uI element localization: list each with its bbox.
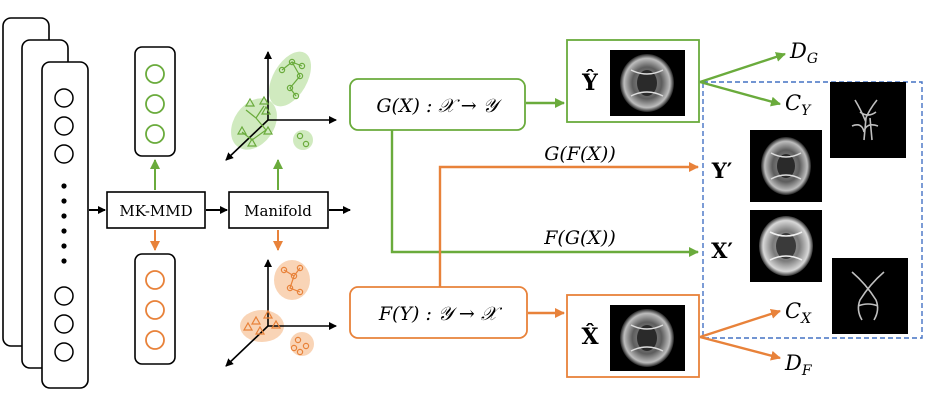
cycle-gfx-path bbox=[438, 162, 699, 287]
cycle-gfx-label: G(F(X)) bbox=[544, 143, 616, 165]
manifold-box bbox=[228, 191, 329, 229]
yhat-to-cy-arrow bbox=[699, 80, 781, 107]
vertical-ellipsis-icon bbox=[61, 183, 67, 264]
cycle-fgx-label: F(G(X)) bbox=[543, 227, 616, 249]
manifold-label: Manifold bbox=[244, 202, 312, 220]
cy-label: CY bbox=[785, 91, 812, 119]
xhat-to-df-arrow bbox=[699, 335, 781, 361]
brain-mri-icon bbox=[610, 50, 685, 116]
dg-label: DG bbox=[789, 39, 818, 67]
generator-f-box bbox=[349, 286, 528, 339]
brain-mri-icon bbox=[610, 305, 685, 371]
target-feature-column bbox=[134, 253, 176, 365]
df-label: DF bbox=[784, 351, 813, 379]
yhat-to-dg-arrow bbox=[699, 52, 786, 84]
encoder-stack bbox=[2, 17, 89, 389]
brain-mri-icon bbox=[750, 210, 822, 282]
brain-mri-icon bbox=[750, 130, 822, 202]
xhat-label: X̂ bbox=[581, 324, 599, 350]
yhat-label: Ŷ bbox=[581, 69, 598, 96]
source-manifold-plot bbox=[225, 51, 337, 161]
generator-f-label: F(Y) : 𝒴 → 𝒳 bbox=[378, 303, 503, 325]
target-manifold-plot bbox=[225, 259, 337, 367]
white-matter-tract-icon bbox=[832, 258, 908, 334]
yprime-label: Y′ bbox=[711, 158, 733, 183]
mkmmd-label: MK-MMD bbox=[119, 202, 192, 220]
white-matter-tract-icon bbox=[830, 82, 906, 158]
xhat-to-cx-arrow bbox=[699, 309, 781, 339]
xprime-label: X′ bbox=[711, 238, 733, 263]
generator-g-label: G(X) : 𝒳 → 𝒴 bbox=[376, 95, 502, 117]
encoder-neurons bbox=[54, 88, 74, 362]
source-feature-column bbox=[134, 46, 176, 157]
cx-label: CX bbox=[785, 299, 812, 327]
cycle-fgx-path bbox=[390, 130, 699, 257]
mkmmd-box bbox=[106, 191, 206, 229]
cycle-output-region bbox=[702, 81, 923, 339]
generator-g-box bbox=[349, 78, 526, 131]
